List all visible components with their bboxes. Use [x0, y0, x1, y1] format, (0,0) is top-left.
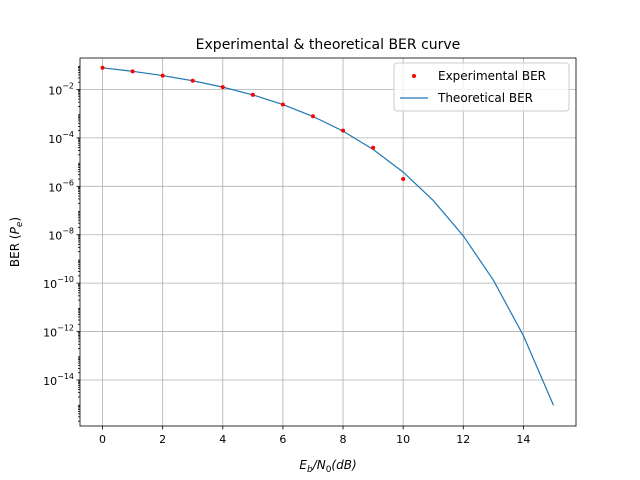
y-tick-label: 10−14: [43, 372, 74, 388]
legend-label-theoretical: Theoretical BER: [437, 91, 533, 105]
x-axis: 0 2 4 6 8 10 12 14: [99, 426, 530, 446]
experimental-ber-point: [280, 102, 285, 107]
x-tick-label: 2: [159, 433, 166, 446]
y-tick-label: 10−2: [48, 81, 74, 97]
x-tick-label: 14: [516, 433, 530, 446]
experimental-ber-point: [341, 128, 346, 133]
legend-marker-experimental: [412, 74, 416, 78]
experimental-ber-point: [130, 69, 135, 74]
series-layer: [100, 65, 555, 406]
y-tick-label: 10−8: [48, 227, 74, 243]
legend-label-experimental: Experimental BER: [438, 69, 546, 83]
x-tick-label: 8: [340, 433, 347, 446]
x-tick-label: 12: [456, 433, 470, 446]
chart-title: Experimental & theoretical BER curve: [196, 37, 461, 53]
y-tick-label: 10−6: [48, 178, 74, 194]
experimental-ber-point: [371, 145, 376, 150]
grid: [80, 58, 576, 426]
experimental-ber-point: [310, 114, 315, 119]
y-axis: 10−14 10−12 10−10 10−8 10−6 10−4 10−2: [43, 65, 80, 422]
y-tick-label: 10−12: [43, 324, 74, 340]
y-tick-label: 10−10: [43, 275, 74, 291]
experimental-ber-point: [160, 73, 165, 78]
experimental-ber-point: [250, 92, 255, 97]
y-tick-label: 10−4: [48, 130, 74, 146]
y-axis-label: BER (Pe): [8, 217, 25, 267]
x-tick-label: 0: [99, 433, 106, 446]
legend-box: [393, 62, 570, 112]
x-axis-label: Eb/N0(dB): [299, 458, 356, 475]
x-tick-label: 10: [396, 433, 410, 446]
experimental-ber-point: [100, 65, 105, 70]
theoretical-ber-line: [102, 67, 555, 406]
x-tick-label: 6: [279, 433, 286, 446]
experimental-ber-point: [401, 177, 406, 182]
experimental-ber-point: [190, 78, 195, 83]
legend: Experimental BER Theoretical BER: [393, 62, 570, 112]
experimental-ber-point: [220, 85, 225, 90]
x-tick-label: 4: [219, 433, 226, 446]
